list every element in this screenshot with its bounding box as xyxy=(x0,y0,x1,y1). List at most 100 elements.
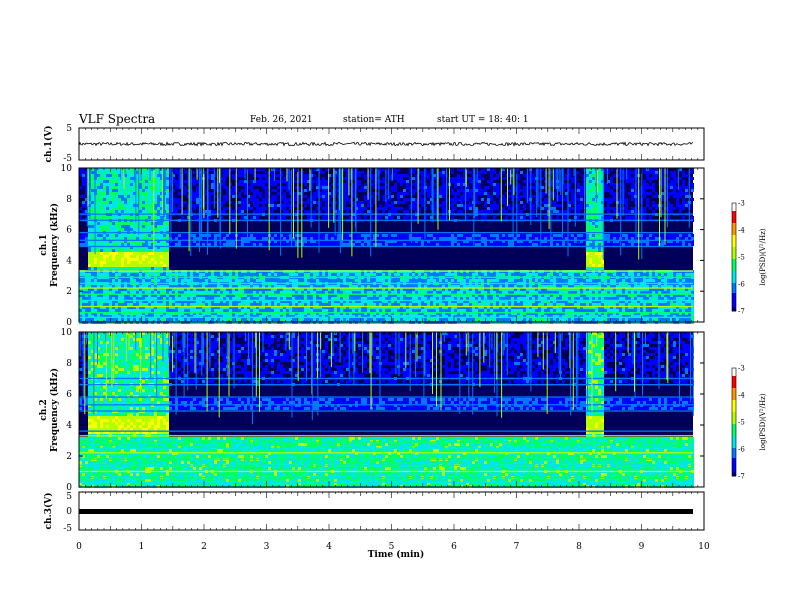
spectral-line xyxy=(79,430,693,432)
sferic-streak xyxy=(334,168,336,236)
sferic-streak xyxy=(153,168,155,253)
sferic-streak xyxy=(370,332,372,409)
sferic-streak xyxy=(606,168,608,185)
sferic-streak xyxy=(530,168,532,225)
sferic-streak xyxy=(409,332,411,392)
time-tick-label: 10 xyxy=(698,542,710,552)
sferic-streak xyxy=(536,168,538,218)
freq-tick-label: 6 xyxy=(66,226,72,236)
sferic-streak xyxy=(645,332,646,345)
sferic-streak xyxy=(293,168,294,239)
sferic-streak xyxy=(367,168,369,200)
sferic-streak xyxy=(301,168,303,258)
ch1-ytick-bottom: -5 xyxy=(63,154,72,164)
freq-tick-label: 8 xyxy=(66,359,72,369)
ch1-spectrogram-panel: 0 2 4 6 8 10 ch.1 Frequency (kHz) -3 -4 -5 -6 -7 l… xyxy=(39,164,767,328)
sferic-streak xyxy=(348,168,350,196)
ch3-voltage-ylabel: ch.3(V) xyxy=(43,493,54,530)
sferic-streak xyxy=(348,332,350,380)
sferic-streak xyxy=(353,332,355,385)
sferic-streak xyxy=(168,332,170,347)
sferic-streak xyxy=(622,168,624,216)
sferic-streak xyxy=(86,332,87,345)
sferic-streak xyxy=(297,332,299,382)
colorbar-tick-label: -4 xyxy=(738,392,745,400)
sferic-streak xyxy=(164,168,165,218)
spectral-line xyxy=(79,452,693,454)
ch1-voltage-trace xyxy=(78,141,694,147)
sferic-streak xyxy=(173,332,175,348)
sferic-streak xyxy=(432,168,434,223)
sferic-streak xyxy=(140,168,142,181)
sferic-streak xyxy=(423,332,425,397)
sferic-streak xyxy=(560,168,562,195)
ch3-voltage-trace xyxy=(79,509,693,514)
sferic-streak xyxy=(483,332,485,363)
sferic-streak xyxy=(84,332,86,415)
sferic-streak xyxy=(690,332,692,403)
sferic-streak xyxy=(339,168,341,254)
sferic-streak xyxy=(235,168,237,249)
colorbar-label: log(PSD)(V²/Hz) xyxy=(759,228,767,285)
sferic-streak xyxy=(229,168,231,235)
spectral-line xyxy=(79,282,693,285)
sferic-streak xyxy=(354,332,356,351)
sferic-streak xyxy=(555,168,557,187)
sferic-streak xyxy=(371,332,373,356)
sferic-streak xyxy=(437,168,439,230)
sferic-streak xyxy=(474,168,476,218)
spectral-line xyxy=(79,316,693,318)
spectral-line xyxy=(79,276,693,278)
sferic-streak xyxy=(375,168,377,248)
sferic-streak xyxy=(502,332,504,356)
freq-tick-label: 4 xyxy=(66,256,72,266)
sferic-streak xyxy=(510,168,512,185)
sferic-streak xyxy=(254,168,256,180)
sferic-streak xyxy=(332,332,334,356)
sferic-streak xyxy=(316,332,318,379)
time-tick-label: 5 xyxy=(389,542,395,552)
colorbar-tick-label: -7 xyxy=(738,473,745,481)
colorbar-tick-label: -4 xyxy=(738,227,745,235)
sferic-streak xyxy=(616,168,618,219)
sferic-streak xyxy=(320,332,321,378)
sferic-streak xyxy=(587,332,588,411)
sferic-streak xyxy=(479,332,481,388)
spectral-line xyxy=(79,470,693,473)
sferic-streak xyxy=(465,332,467,356)
sferic-streak xyxy=(558,168,560,192)
sferic-streak xyxy=(330,332,332,368)
sferic-streak xyxy=(291,332,293,418)
sferic-streak xyxy=(259,332,260,412)
sferic-streak xyxy=(219,168,221,245)
sferic-streak xyxy=(528,332,530,382)
sferic-streak xyxy=(467,332,469,352)
sferic-streak xyxy=(596,332,598,346)
sferic-streak xyxy=(352,332,354,354)
sferic-streak xyxy=(201,168,202,234)
spectral-line xyxy=(79,270,693,272)
freq-tick-label: 2 xyxy=(66,287,72,297)
sferic-streak xyxy=(465,168,467,185)
station-label: station= ATH xyxy=(343,115,405,125)
sferic-streak xyxy=(133,168,135,183)
sferic-streak xyxy=(297,168,299,258)
sferic-streak xyxy=(546,332,548,414)
sferic-streak xyxy=(635,168,637,241)
sferic-streak xyxy=(658,332,660,389)
ch1-freq-ylabel: Frequency (kHz) xyxy=(49,203,60,287)
sferic-streak xyxy=(226,332,228,376)
sferic-streak xyxy=(311,332,313,421)
sferic-streak xyxy=(105,332,107,342)
ch2-freq-ylabel: Frequency (kHz) xyxy=(49,368,60,452)
sferic-streak xyxy=(506,332,508,375)
ch2-colorbar: -3 -4 -5 -6 -7 log(PSD)(V²/Hz) xyxy=(731,365,767,481)
sferic-streak xyxy=(207,168,209,239)
sferic-streak xyxy=(513,168,515,195)
sferic-streak xyxy=(181,168,183,215)
time-tick-label: 8 xyxy=(576,542,582,552)
sferic-streak xyxy=(245,332,247,342)
sferic-streak xyxy=(268,168,270,251)
sferic-streak xyxy=(203,168,205,219)
time-tick-label: 7 xyxy=(514,542,520,552)
